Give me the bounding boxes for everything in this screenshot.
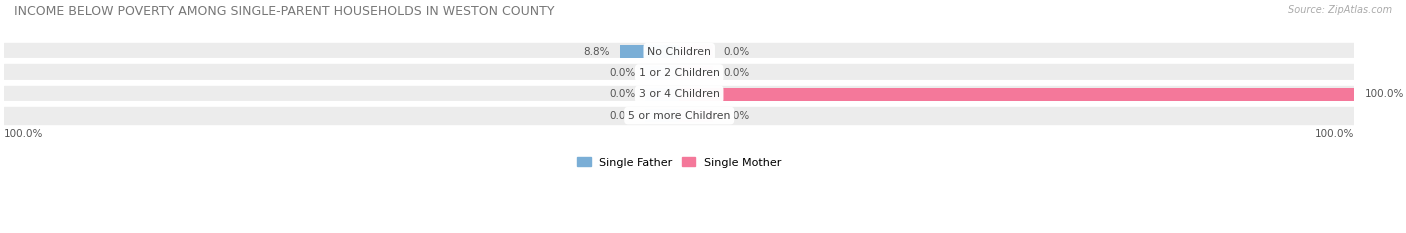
Text: 1 or 2 Children: 1 or 2 Children bbox=[638, 68, 720, 78]
Text: 100.0%: 100.0% bbox=[4, 129, 44, 139]
Bar bbox=[679, 66, 713, 80]
Text: 0.0%: 0.0% bbox=[609, 111, 636, 121]
Text: 0.0%: 0.0% bbox=[723, 111, 749, 121]
Text: INCOME BELOW POVERTY AMONG SINGLE-PARENT HOUSEHOLDS IN WESTON COUNTY: INCOME BELOW POVERTY AMONG SINGLE-PARENT… bbox=[14, 5, 554, 18]
Bar bbox=[4, 43, 1354, 60]
Text: 100.0%: 100.0% bbox=[1315, 129, 1354, 139]
Bar bbox=[4, 86, 1354, 103]
Text: No Children: No Children bbox=[647, 47, 711, 57]
Text: 5 or more Children: 5 or more Children bbox=[628, 111, 730, 121]
Legend: Single Father, Single Mother: Single Father, Single Mother bbox=[572, 153, 786, 172]
Bar bbox=[645, 109, 679, 122]
Bar bbox=[645, 66, 679, 80]
Bar bbox=[645, 88, 679, 101]
Text: 0.0%: 0.0% bbox=[723, 47, 749, 57]
Bar bbox=[620, 45, 679, 58]
Text: 0.0%: 0.0% bbox=[609, 89, 636, 99]
Text: 8.8%: 8.8% bbox=[583, 47, 610, 57]
Bar bbox=[679, 109, 713, 122]
Text: 0.0%: 0.0% bbox=[609, 68, 636, 78]
Bar bbox=[679, 45, 713, 58]
Text: 3 or 4 Children: 3 or 4 Children bbox=[638, 89, 720, 99]
Text: 0.0%: 0.0% bbox=[723, 68, 749, 78]
Bar bbox=[4, 107, 1354, 124]
Bar bbox=[4, 64, 1354, 82]
Bar bbox=[679, 88, 1354, 101]
Text: 100.0%: 100.0% bbox=[1364, 89, 1403, 99]
Text: Source: ZipAtlas.com: Source: ZipAtlas.com bbox=[1288, 5, 1392, 15]
